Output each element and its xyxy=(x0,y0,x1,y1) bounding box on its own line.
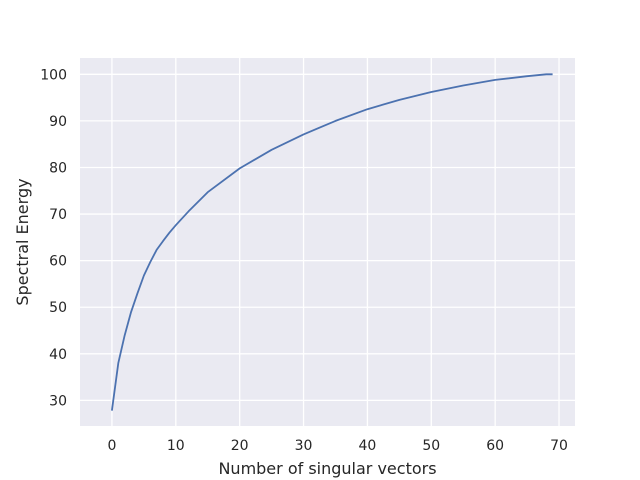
y-tick-label: 60 xyxy=(49,254,67,270)
y-tick-label: 30 xyxy=(49,393,67,409)
x-tick-label: 20 xyxy=(231,438,249,454)
y-tick-label: 70 xyxy=(49,207,67,223)
y-tick-label: 90 xyxy=(49,114,67,130)
y-tick-label: 40 xyxy=(49,347,67,363)
x-tick-label: 60 xyxy=(486,438,504,454)
x-tick-label: 40 xyxy=(359,438,377,454)
y-tick-labels: 30 40 50 60 70 80 90 100 xyxy=(40,67,67,409)
y-tick-label: 100 xyxy=(40,67,67,83)
x-tick-label: 50 xyxy=(422,438,440,454)
x-tick-labels: 0 10 20 30 40 50 60 70 xyxy=(107,438,567,454)
y-grid xyxy=(80,73,575,402)
x-axis-label: Number of singular vectors xyxy=(218,459,436,478)
y-axis-label: Spectral Energy xyxy=(13,178,32,305)
series-line xyxy=(111,73,553,411)
plot-background xyxy=(80,58,575,426)
x-tick-label: 0 xyxy=(107,438,116,454)
x-tick-label: 10 xyxy=(167,438,185,454)
x-tick-label: 70 xyxy=(550,438,568,454)
x-grid xyxy=(111,58,560,426)
y-tick-label: 50 xyxy=(49,300,67,316)
x-tick-label: 30 xyxy=(295,438,313,454)
series-group xyxy=(111,73,553,411)
y-tick-label: 80 xyxy=(49,160,67,176)
